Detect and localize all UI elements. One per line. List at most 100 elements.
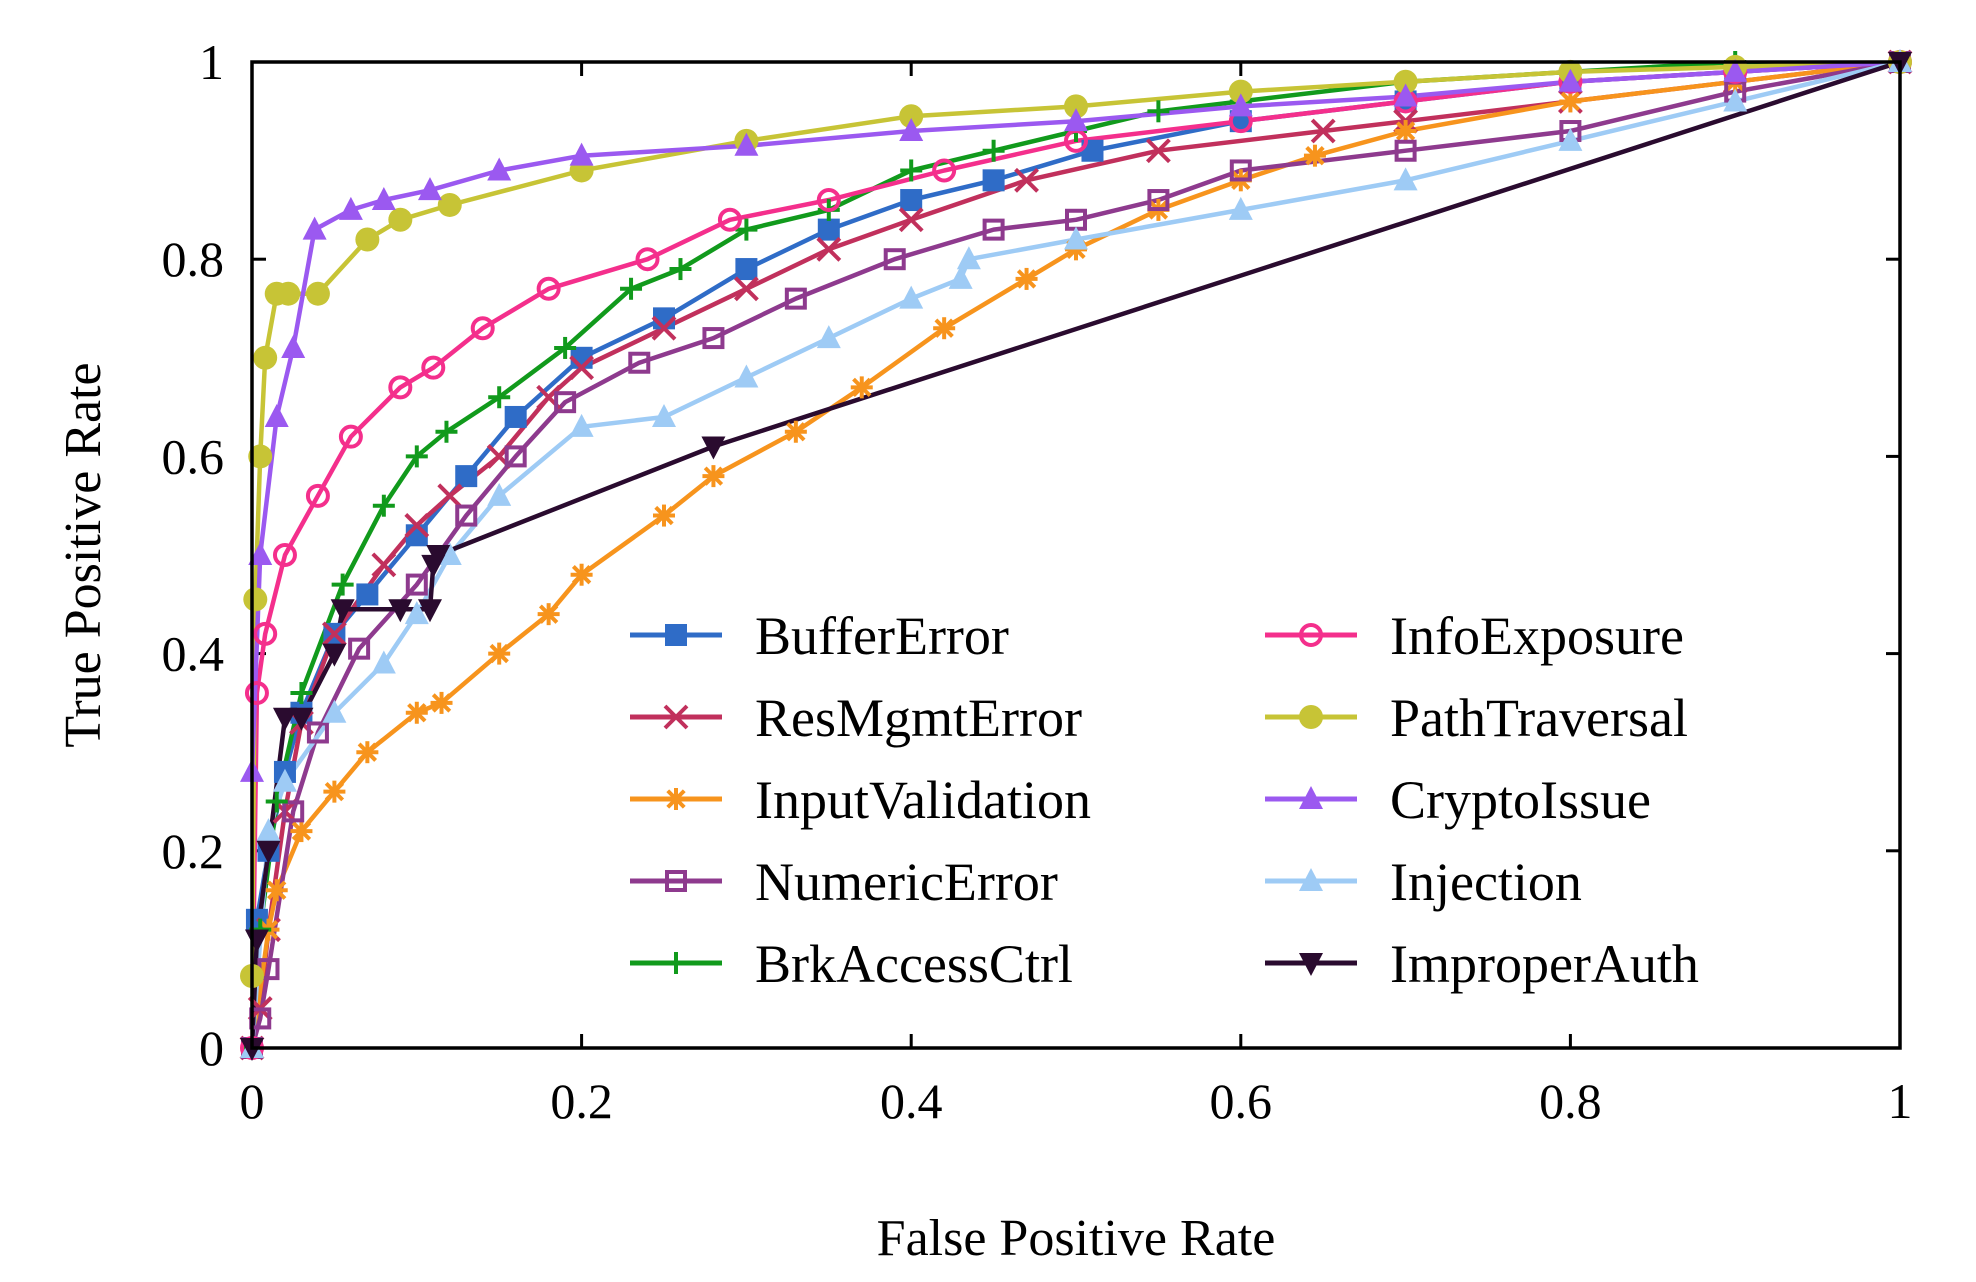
data-point-pathtraversal	[899, 104, 924, 129]
data-point-improperauth	[701, 436, 726, 460]
data-point-infoexposure	[305, 483, 330, 508]
data-point-cryptoissue	[734, 132, 759, 156]
data-point-cryptoissue	[1228, 93, 1253, 117]
data-point-infoexposure	[272, 543, 297, 567]
data-point-injection	[899, 285, 924, 309]
data-point-pathtraversal	[1393, 69, 1418, 94]
data-point-brkaccessctrl	[669, 258, 692, 281]
data-point-inputvalidation	[323, 780, 346, 803]
data-point-injection	[816, 325, 841, 349]
data-point-inputvalidation	[1015, 267, 1038, 290]
data-point-cryptoissue	[1064, 108, 1088, 132]
data-point-resmgmterror	[569, 355, 595, 381]
data-point-inputvalidation	[356, 741, 379, 764]
data-point-cryptoissue	[248, 542, 273, 565]
data-point-injection	[569, 413, 594, 437]
data-point-cryptoissue	[1393, 83, 1418, 107]
data-point-inputvalidation	[1559, 90, 1582, 113]
data-point-injection	[1558, 127, 1583, 151]
data-point-inputvalidation	[430, 691, 453, 714]
data-point-buffererror	[504, 405, 527, 428]
data-point-brkaccessctrl	[372, 494, 395, 517]
legend-item-inputvalidation: InputValidation	[630, 770, 1091, 830]
data-point-infoexposure	[338, 424, 363, 449]
data-point-resmgmterror	[898, 207, 924, 233]
data-point-injection	[1228, 196, 1253, 220]
data-point-brkaccessctrl	[435, 420, 458, 443]
legend-label: InputValidation	[755, 770, 1091, 830]
legend-marker	[665, 952, 687, 974]
data-point-inputvalidation	[1303, 144, 1326, 167]
data-point-injection	[1064, 226, 1088, 250]
data-point-resmgmterror	[371, 552, 397, 578]
legend-marker	[665, 870, 687, 892]
data-point-resmgmterror	[1145, 138, 1171, 164]
data-point-pathtraversal	[437, 192, 462, 217]
legend-item-infoexposure: InfoExposure	[1265, 606, 1684, 666]
data-point-pathtraversal	[253, 345, 278, 370]
series-line-cryptoissue	[252, 62, 1900, 772]
data-point-resmgmterror	[437, 483, 463, 509]
legend-label: InfoExposure	[1390, 606, 1684, 666]
y-tick-label: 0.6	[162, 428, 225, 484]
data-point-cryptoissue	[371, 187, 396, 211]
data-point-cryptoissue	[338, 196, 363, 220]
data-point-brkaccessctrl	[331, 573, 354, 596]
data-point-brkaccessctrl	[554, 336, 577, 359]
data-point-numericerror	[784, 287, 807, 310]
data-point-injection	[956, 246, 981, 270]
y-tick-label: 0	[199, 1020, 224, 1076]
data-point-inputvalidation	[784, 420, 807, 443]
data-point-inputvalidation	[850, 376, 873, 399]
data-point-infoexposure	[932, 158, 957, 183]
data-point-brkaccessctrl	[982, 139, 1005, 162]
data-point-injection	[652, 403, 676, 427]
legend-label: BufferError	[755, 606, 1009, 666]
data-point-brkaccessctrl	[900, 159, 923, 182]
data-point-buffererror	[817, 218, 840, 241]
data-point-infoexposure	[816, 188, 841, 213]
data-point-pathtraversal	[276, 281, 301, 306]
ticks-layer: 0 0.2 0.4 0.6 0.8 1 0 0.2 0.4 0.6 0.8 1	[162, 34, 1913, 1129]
data-point-injection	[404, 601, 429, 625]
data-point-buffererror	[455, 465, 478, 488]
data-point-injection	[256, 818, 281, 842]
data-point-cryptoissue	[302, 216, 327, 240]
x-tick-label: 0.4	[880, 1073, 943, 1129]
data-point-numericerror	[504, 445, 527, 468]
y-tick-label: 0.4	[162, 626, 225, 682]
data-point-injection	[948, 265, 973, 289]
data-point-cryptoissue	[899, 118, 924, 142]
x-tick-label: 0.8	[1539, 1073, 1602, 1129]
y-tick-label: 1	[199, 34, 224, 90]
data-point-resmgmterror	[1014, 167, 1039, 193]
x-axis-label: False Positive Rate	[877, 1210, 1276, 1267]
legend-marker	[665, 788, 687, 810]
data-point-pathtraversal	[243, 587, 268, 612]
data-point-resmgmterror	[733, 276, 759, 302]
data-point-cryptoissue	[1723, 58, 1748, 82]
data-point-cryptoissue	[569, 142, 594, 166]
data-point-brkaccessctrl	[735, 218, 758, 241]
data-point-infoexposure	[421, 355, 446, 380]
legend-label: CryptoIssue	[1390, 770, 1651, 830]
legend-label: Injection	[1390, 852, 1582, 912]
legend-item-improperauth: ImproperAuth	[1265, 934, 1699, 994]
legend-marker	[1299, 953, 1323, 976]
data-point-infoexposure	[635, 247, 660, 272]
data-point-numericerror	[455, 504, 478, 527]
data-point-pathtraversal	[1228, 79, 1253, 104]
data-point-injection	[322, 699, 347, 723]
data-point-injection	[437, 542, 462, 565]
legend-label: ImproperAuth	[1390, 934, 1699, 994]
data-point-infoexposure	[244, 681, 269, 706]
y-tick-label: 0.8	[162, 231, 225, 287]
data-point-cryptoissue	[487, 157, 512, 181]
data-point-resmgmterror	[321, 621, 347, 647]
data-point-inputvalidation	[702, 465, 725, 488]
data-point-buffererror	[982, 169, 1005, 192]
data-point-resmgmterror	[816, 236, 842, 262]
data-point-numericerror	[982, 218, 1005, 241]
data-point-cryptoissue	[1558, 68, 1583, 92]
data-point-improperauth	[426, 545, 451, 568]
